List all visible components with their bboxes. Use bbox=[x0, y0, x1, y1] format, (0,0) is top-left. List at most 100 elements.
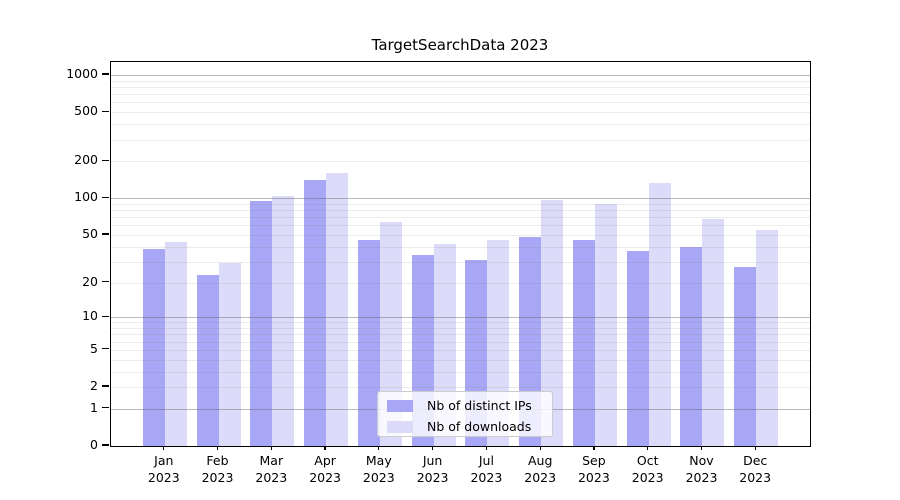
gridline-100 bbox=[111, 198, 810, 200]
y-tick-mark-0 bbox=[102, 444, 109, 446]
bar-nb-of-downloads-jan-2023 bbox=[164, 241, 187, 446]
bar-nb-of-downloads-oct-2023 bbox=[648, 182, 671, 446]
x-tick-label-apr-2023: Apr 2023 bbox=[309, 453, 341, 485]
bar-nb-of-distinct-ips-may-2023 bbox=[357, 240, 380, 446]
x-tick-mark-2 bbox=[216, 446, 219, 451]
y-tick-mark-100 bbox=[102, 196, 109, 198]
gridline-800 bbox=[111, 87, 810, 88]
legend-swatch-nb-of-distinct-ips bbox=[387, 400, 413, 412]
x-tick-mark-3 bbox=[270, 446, 272, 451]
gridline-700 bbox=[111, 94, 810, 96]
bar-nb-of-distinct-ips-mar-2023 bbox=[250, 200, 273, 446]
x-tick-label-jun-2023: Jun 2023 bbox=[416, 453, 449, 485]
legend-label: Nb of downloads bbox=[427, 419, 532, 434]
bar-nb-of-distinct-ips-jan-2023 bbox=[142, 249, 165, 446]
y-tick-mark-1 bbox=[102, 407, 109, 409]
y-tick-label-10: 10 bbox=[82, 308, 98, 324]
y-tick-label-5: 5 bbox=[90, 340, 98, 356]
legend-swatch-nb-of-downloads bbox=[387, 421, 413, 433]
gridline-500 bbox=[111, 112, 810, 114]
bar-nb-of-distinct-ips-apr-2023 bbox=[304, 180, 327, 446]
gridlines-layer bbox=[111, 62, 810, 446]
bar-nb-of-downloads-dec-2023 bbox=[756, 229, 779, 446]
y-tick-label-200: 200 bbox=[74, 152, 98, 168]
y-tick-label-500: 500 bbox=[74, 103, 98, 119]
gridline-3 bbox=[111, 371, 810, 373]
y-tick-mark-200 bbox=[102, 159, 109, 161]
x-tick-mark-1 bbox=[163, 446, 165, 451]
bar-nb-of-downloads-feb-2023 bbox=[218, 263, 241, 446]
x-tick-mark-8 bbox=[539, 446, 541, 451]
gridline-5 bbox=[111, 349, 810, 351]
x-tick-mark-4 bbox=[324, 446, 326, 451]
bar-nb-of-downloads-may-2023 bbox=[379, 221, 402, 446]
bar-nb-of-distinct-ips-oct-2023 bbox=[626, 250, 649, 446]
legend-row: Nb of distinct IPs bbox=[378, 396, 552, 417]
y-tick-label-100: 100 bbox=[74, 189, 98, 205]
x-tick-mark-10 bbox=[647, 446, 649, 451]
x-tick-mark-12 bbox=[754, 446, 756, 451]
gridline-90 bbox=[111, 203, 810, 205]
x-tick-mark-9 bbox=[593, 446, 595, 451]
y-tick-mark-2 bbox=[102, 385, 109, 387]
gridline-300 bbox=[111, 139, 810, 141]
gridline-600 bbox=[111, 102, 810, 104]
bar-nb-of-downloads-sep-2023 bbox=[594, 204, 617, 446]
bar-nb-of-downloads-aug-2023 bbox=[541, 199, 564, 446]
y-tick-label-20: 20 bbox=[82, 273, 98, 289]
gridline-4 bbox=[111, 359, 810, 361]
x-tick-mark-11 bbox=[700, 446, 703, 451]
y-tick-label-1000: 1000 bbox=[66, 66, 98, 81]
y-tick-mark-20 bbox=[102, 280, 109, 283]
x-tick-label-feb-2023: Feb 2023 bbox=[201, 453, 234, 485]
x-tick-mark-7 bbox=[485, 446, 488, 451]
gridline-9 bbox=[111, 322, 810, 324]
gridline-40 bbox=[111, 246, 810, 248]
legend-label: Nb of distinct IPs bbox=[427, 398, 532, 413]
y-tick-label-2: 2 bbox=[90, 378, 98, 393]
y-tick-label-50: 50 bbox=[82, 225, 98, 241]
gridline-400 bbox=[111, 124, 810, 126]
y-tick-mark-5 bbox=[102, 348, 109, 350]
gridline-20 bbox=[111, 282, 810, 284]
gridline-7 bbox=[111, 334, 810, 336]
x-tick-label-mar-2023: Mar 2023 bbox=[255, 453, 288, 485]
gridline-8 bbox=[111, 328, 810, 329]
x-tick-label-jan-2023: Jan 2023 bbox=[147, 453, 180, 485]
legend-row: Nb of downloads bbox=[378, 417, 552, 438]
x-tick-mark-6 bbox=[431, 446, 434, 451]
gridline-60 bbox=[111, 225, 810, 227]
gridline-6 bbox=[111, 341, 810, 343]
gridline-900 bbox=[111, 80, 810, 82]
y-tick-mark-1000 bbox=[102, 73, 109, 75]
bar-nb-of-distinct-ips-nov-2023 bbox=[680, 246, 703, 446]
bar-nb-of-downloads-apr-2023 bbox=[326, 173, 349, 446]
x-tick-label-oct-2023: Oct 2023 bbox=[631, 453, 664, 485]
bar-nb-of-distinct-ips-feb-2023 bbox=[196, 275, 219, 446]
legend: Nb of distinct IPs Nb of downloads bbox=[377, 391, 553, 437]
plot-area bbox=[110, 61, 811, 447]
gridline-200 bbox=[111, 161, 810, 163]
gridline-30 bbox=[111, 261, 810, 263]
x-tick-label-dec-2023: Dec 2023 bbox=[739, 453, 772, 485]
bar-nb-of-distinct-ips-sep-2023 bbox=[572, 240, 595, 446]
gridline-10 bbox=[111, 317, 810, 319]
x-tick-label-nov-2023: Nov 2023 bbox=[685, 453, 718, 485]
x-tick-label-may-2023: May 2023 bbox=[362, 453, 395, 485]
x-tick-mark-5 bbox=[378, 446, 380, 451]
chart-title: TargetSearchData 2023 bbox=[371, 36, 549, 54]
x-tick-label-sep-2023: Sep 2023 bbox=[577, 453, 610, 485]
x-tick-label-jul-2023: Jul 2023 bbox=[470, 453, 503, 485]
y-tick-label-0: 0 bbox=[90, 437, 98, 452]
gridline-2 bbox=[111, 387, 810, 388]
x-tick-label-aug-2023: Aug 2023 bbox=[524, 453, 557, 485]
y-tick-mark-500 bbox=[102, 110, 109, 112]
bar-nb-of-downloads-mar-2023 bbox=[272, 195, 295, 446]
gridline-80 bbox=[111, 210, 810, 211]
y-tick-mark-50 bbox=[102, 233, 109, 235]
bar-nb-of-distinct-ips-dec-2023 bbox=[734, 267, 757, 446]
gridline-70 bbox=[111, 217, 810, 219]
bar-nb-of-downloads-nov-2023 bbox=[702, 219, 725, 446]
gridline-1000 bbox=[111, 75, 810, 76]
